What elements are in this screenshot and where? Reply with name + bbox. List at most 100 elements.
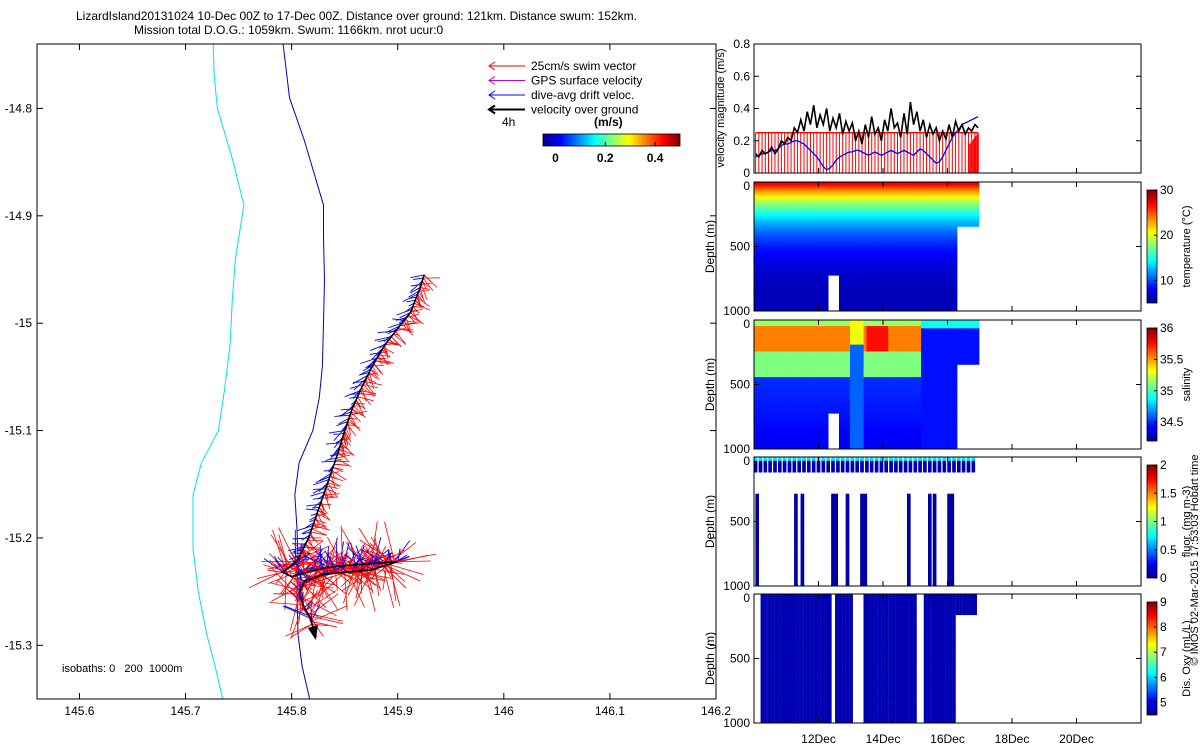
drift-vector bbox=[340, 408, 353, 411]
temperature-sample bbox=[784, 246, 788, 250]
temperature-sample bbox=[781, 292, 785, 297]
temperature-sample bbox=[902, 220, 906, 225]
temperature-sample bbox=[954, 227, 958, 232]
temperature-sample bbox=[932, 218, 936, 223]
temperature-sample bbox=[811, 246, 815, 250]
temperature-sample bbox=[795, 239, 799, 244]
temperature-sample bbox=[904, 229, 908, 234]
temperature-sample bbox=[902, 271, 906, 276]
temperature-sample bbox=[924, 234, 928, 239]
temperature-sample bbox=[945, 229, 950, 234]
temperature-sample bbox=[926, 183, 930, 188]
temperature-sample bbox=[907, 185, 911, 190]
temperature-sample bbox=[797, 206, 802, 211]
temperature-sample bbox=[822, 306, 826, 311]
temperature-sample bbox=[940, 253, 944, 257]
temperature-sample bbox=[800, 297, 804, 302]
temperature-sample bbox=[954, 239, 958, 244]
temperature-sample bbox=[921, 246, 925, 250]
temperature-sample bbox=[819, 229, 823, 234]
temperature-sample bbox=[773, 215, 777, 220]
temperature-sample bbox=[839, 222, 843, 227]
temperature-sample bbox=[893, 301, 897, 306]
temperature-sample bbox=[932, 266, 936, 271]
temperature-sample bbox=[918, 262, 922, 267]
temperature-sample bbox=[926, 260, 930, 264]
temperature-sample bbox=[880, 213, 884, 218]
temperature-sample bbox=[808, 241, 812, 246]
temperature-sample bbox=[841, 197, 845, 202]
temperature-sample bbox=[926, 222, 930, 227]
temperature-sample bbox=[778, 222, 782, 227]
temperature-sample bbox=[863, 208, 867, 213]
drift-vector bbox=[353, 378, 367, 391]
velocity-y-label: velocity magnitude (m/s) bbox=[715, 48, 727, 167]
temperature-sample bbox=[940, 243, 944, 248]
swim-vector bbox=[335, 573, 338, 591]
temperature-sample bbox=[915, 308, 919, 311]
temperature-sample bbox=[893, 208, 897, 213]
temperature-sample bbox=[948, 215, 952, 220]
temperature-sample bbox=[940, 188, 944, 192]
temperature-sample bbox=[806, 229, 810, 234]
temperature-sample bbox=[773, 304, 777, 309]
temperature-sample bbox=[797, 304, 802, 309]
temperature-sample bbox=[844, 290, 848, 295]
swim-vector bbox=[341, 572, 356, 580]
temperature-sample bbox=[855, 211, 859, 216]
temperature-sample bbox=[811, 250, 815, 255]
temperature-sample bbox=[847, 201, 851, 206]
swim-vector bbox=[351, 408, 359, 415]
temperature-sample bbox=[926, 201, 930, 206]
temperature-sample bbox=[786, 257, 791, 262]
temperature-sample bbox=[803, 213, 807, 218]
temperature-sample bbox=[943, 206, 947, 211]
temperature-sample bbox=[765, 253, 769, 257]
legend-label: GPS surface velocity bbox=[531, 74, 642, 88]
temperature-sample bbox=[902, 232, 906, 237]
temperature-sample bbox=[893, 297, 897, 302]
temperature-sample bbox=[893, 253, 897, 257]
temperature-sample bbox=[943, 197, 947, 202]
temperature-sample bbox=[863, 285, 867, 290]
temperature-sample bbox=[839, 239, 843, 244]
temperature-sample bbox=[795, 283, 799, 288]
temperature-sample bbox=[855, 201, 859, 206]
temperature-sample bbox=[797, 183, 802, 188]
temperature-sample bbox=[904, 183, 908, 188]
temperature-sample bbox=[896, 229, 900, 234]
temperature-sample bbox=[800, 243, 804, 248]
temperature-sample bbox=[934, 222, 939, 227]
temperature-sample bbox=[828, 218, 832, 223]
temperature-sample bbox=[803, 208, 807, 213]
temperature-sample bbox=[756, 241, 760, 246]
temperature-sample bbox=[926, 294, 930, 299]
temperature-sample bbox=[762, 250, 766, 255]
temperature-sample bbox=[781, 234, 785, 239]
temperature-sample bbox=[795, 211, 799, 216]
temperature-sample bbox=[808, 250, 812, 255]
temperature-sample bbox=[792, 234, 796, 239]
temperature-sample bbox=[839, 211, 843, 216]
temperature-sample bbox=[852, 208, 856, 213]
temperature-sample bbox=[754, 229, 758, 234]
temperature-sample bbox=[904, 257, 908, 262]
temperature-sample bbox=[869, 195, 873, 199]
temperature-sample bbox=[800, 246, 804, 250]
temperature-sample bbox=[945, 283, 950, 288]
temperature-sample bbox=[792, 308, 796, 311]
temperature-sample bbox=[855, 266, 859, 271]
temperature-sample bbox=[880, 250, 884, 255]
temperature-sample bbox=[932, 215, 936, 220]
track-map-panel: 145.6 145.7 145.8 145.9 146 146.1 146.2 -14.8-… bbox=[5, 43, 731, 718]
temperature-sample bbox=[951, 241, 955, 246]
temperature-sample bbox=[817, 248, 821, 253]
temperature-sample bbox=[954, 266, 958, 271]
temperature-sample bbox=[786, 301, 791, 306]
temperature-sample bbox=[844, 250, 848, 255]
temperature-sample bbox=[800, 301, 804, 306]
temperature-sample bbox=[924, 301, 928, 306]
temperature-sample bbox=[806, 220, 810, 225]
temperature-sample bbox=[891, 190, 895, 195]
